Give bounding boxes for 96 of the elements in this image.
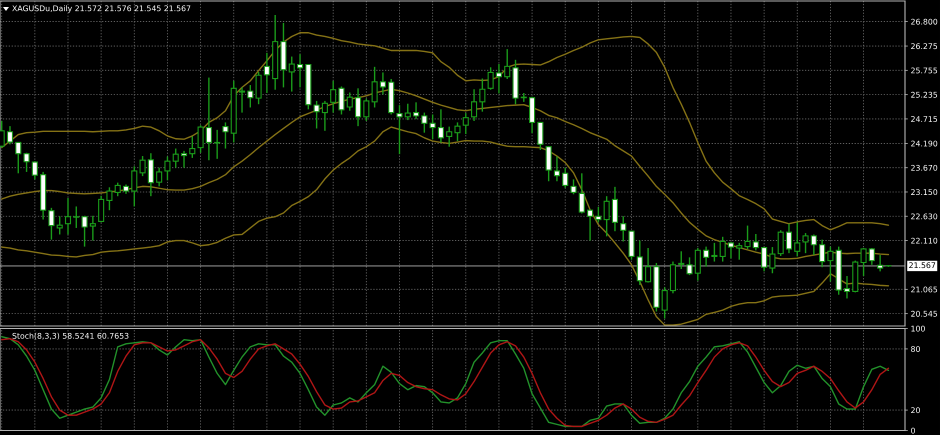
candlestick	[877, 254, 884, 272]
candlestick	[736, 242, 742, 260]
candlestick	[446, 126, 452, 148]
candlestick	[6, 125, 14, 146]
candlestick	[56, 216, 63, 236]
candlestick	[330, 80, 336, 114]
candlestick	[620, 216, 626, 242]
candlestick	[438, 108, 444, 144]
candlestick	[355, 88, 362, 127]
candlestick	[0, 120, 5, 148]
candlestick	[131, 166, 138, 208]
line-series	[1, 32, 890, 230]
candlestick	[189, 136, 196, 159]
candlestick	[504, 48, 510, 80]
candlestick	[238, 86, 246, 114]
candlestick	[363, 98, 370, 122]
candlestick	[703, 246, 710, 268]
candlestick	[694, 247, 701, 282]
candlestick	[404, 103, 411, 121]
candlestick	[430, 114, 436, 140]
candlestick	[810, 234, 817, 256]
candlestick	[396, 104, 403, 155]
candlestick	[728, 241, 734, 259]
candlestick	[868, 247, 875, 266]
candlestick	[48, 207, 54, 240]
candlestick	[198, 124, 204, 154]
candlestick	[148, 152, 154, 197]
candlestick	[711, 242, 718, 262]
candlestick	[180, 150, 188, 168]
candlestick	[114, 182, 121, 197]
candlestick	[90, 215, 96, 242]
candlestick	[744, 224, 751, 250]
candlestick	[496, 63, 502, 94]
candlestick	[15, 141, 22, 174]
candlestick	[488, 66, 494, 90]
candlestick	[794, 222, 800, 258]
candlestick	[380, 72, 386, 96]
candlestick	[206, 76, 212, 161]
candlestick	[264, 52, 270, 94]
candlestick	[338, 86, 345, 116]
candlestick	[761, 246, 768, 272]
candlestick	[288, 56, 295, 92]
candlestick	[587, 209, 594, 242]
candlestick	[214, 129, 220, 160]
candlestick	[413, 102, 420, 120]
candlestick	[778, 230, 784, 257]
candlestick	[346, 92, 353, 112]
candlestick	[73, 206, 80, 229]
candlestick	[372, 66, 378, 108]
candlestick	[296, 54, 304, 88]
candlestick	[462, 112, 469, 135]
candlestick	[32, 160, 38, 180]
candlestick	[256, 71, 262, 105]
candlestick	[479, 78, 486, 112]
candlestick	[222, 122, 228, 150]
candlestick	[140, 155, 146, 177]
candlestick	[595, 206, 602, 224]
candlestick	[546, 146, 552, 182]
line-series	[1, 126, 890, 326]
candlestick	[164, 156, 170, 182]
candlestick	[844, 275, 850, 300]
candlestick	[537, 121, 544, 151]
candlestick	[24, 152, 30, 173]
candlestick	[645, 247, 652, 284]
candlestick	[769, 246, 776, 274]
candlestick	[860, 247, 867, 277]
candlestick	[554, 156, 560, 182]
candlestick	[106, 186, 112, 211]
candlestick	[612, 186, 618, 232]
candlestick	[172, 148, 179, 168]
candlestick	[604, 195, 610, 238]
candlestick	[562, 167, 568, 188]
candlestick	[752, 233, 759, 252]
candlestick	[247, 84, 254, 108]
candlestick	[662, 286, 668, 320]
candlestick	[786, 223, 792, 254]
candlestick	[802, 232, 809, 254]
candlestick	[570, 178, 577, 196]
candlestick	[421, 112, 428, 134]
candlestick	[827, 246, 834, 282]
candlestick	[314, 100, 320, 130]
candlestick	[64, 197, 72, 236]
candlestick	[720, 236, 726, 262]
candlestick	[520, 92, 527, 103]
candlestick	[322, 100, 328, 132]
candlestick	[98, 195, 104, 224]
candlestick	[122, 184, 130, 195]
candlestick	[471, 88, 478, 122]
candlestick	[819, 238, 826, 268]
candlestick	[578, 172, 585, 214]
candlestick	[156, 167, 162, 188]
candlestick	[636, 240, 643, 286]
candlestick	[686, 256, 693, 276]
candlestick	[678, 250, 684, 270]
candlestick	[82, 215, 88, 248]
candlestick	[454, 122, 461, 142]
